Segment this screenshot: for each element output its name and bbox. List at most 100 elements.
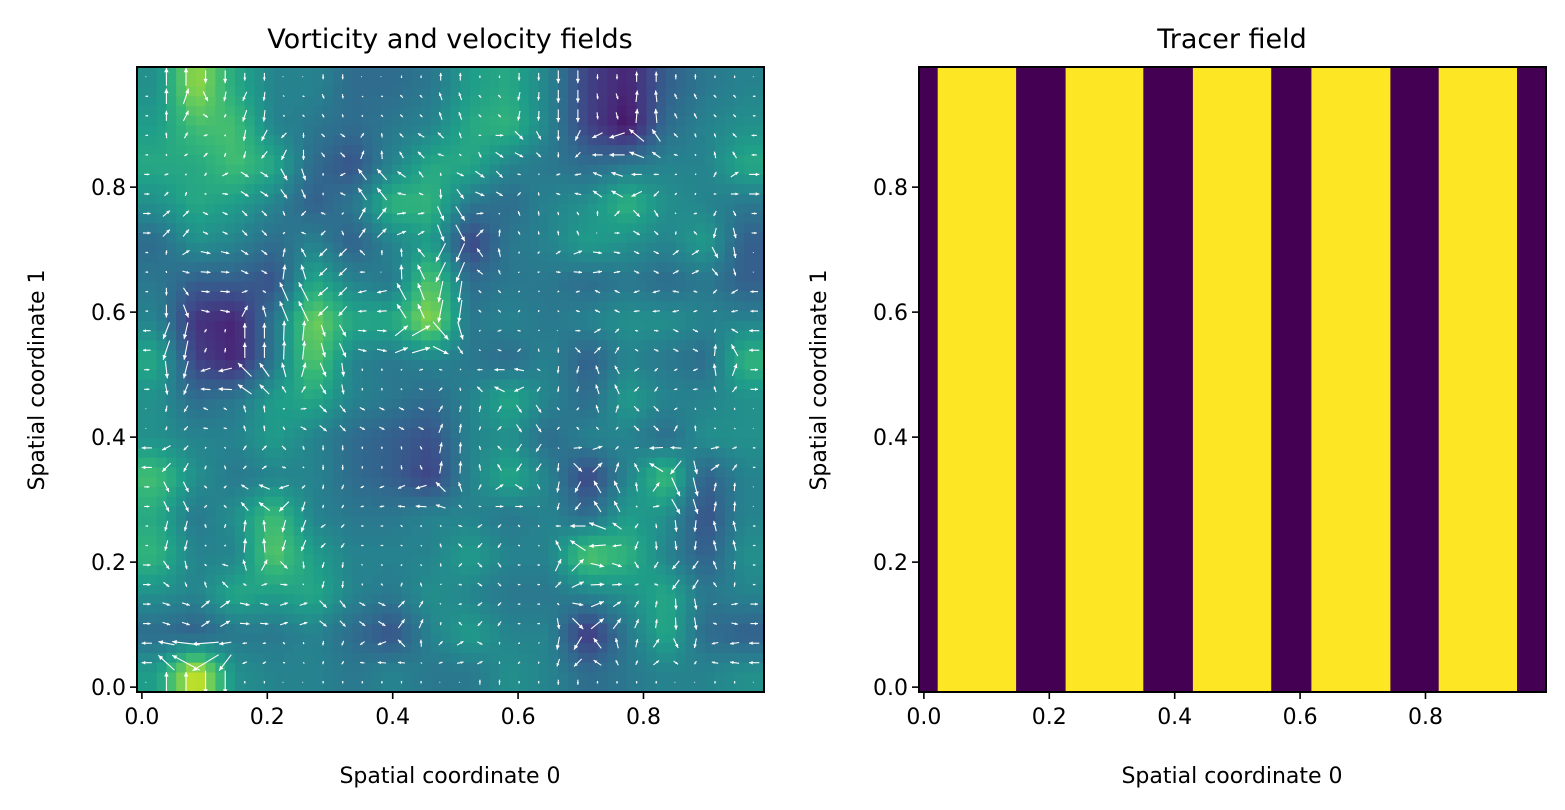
vorticity-cell [450,604,461,615]
vorticity-cell [254,408,265,420]
quiver-arrow [145,95,149,98]
vorticity-cell [342,516,354,527]
vorticity-cell [303,67,314,78]
quiver-arrow [242,583,247,586]
vorticity-cell [313,525,324,537]
vorticity-cell [254,193,265,205]
vorticity-cell [156,496,167,508]
vorticity-cell [332,389,344,400]
vorticity-cell [656,301,667,312]
vorticity-cell [215,604,226,615]
vorticity-cell [411,174,422,185]
quiver-arrow [517,583,521,586]
vorticity-cell [479,389,491,400]
vorticity-cell [381,408,393,420]
vorticity-cell [489,389,501,400]
vorticity-cell [744,96,755,107]
vorticity-cell [234,145,246,156]
quiver-arrow [459,405,462,413]
quiver-arrow [514,130,524,140]
vorticity-cell [283,223,295,234]
vorticity-cell [391,545,403,556]
quiver-arrow [182,304,190,318]
vorticity-cell [607,496,618,508]
vorticity-cell [666,623,677,635]
vorticity-cell [195,447,207,459]
vorticity-cell [411,555,422,566]
vorticity-cell [225,242,236,254]
vorticity-cell [548,555,559,566]
vorticity-cell [430,447,442,459]
vorticity-cell [558,662,569,674]
quiver-arrow [322,504,325,509]
vorticity-cell [283,643,295,654]
vorticity-cell [205,486,216,498]
vorticity-cell [137,662,148,674]
vorticity-cell [695,584,706,595]
vorticity-cell [440,369,452,381]
vorticity-cell [656,447,667,459]
vorticity-cell [372,467,383,478]
vorticity-cell [215,203,226,215]
vorticity-cell [274,418,285,429]
quiver-arrow [183,445,189,451]
vorticity-cell [597,565,608,576]
vorticity-cell [646,565,657,576]
vorticity-cell [313,223,324,234]
vorticity-cell [509,76,520,88]
quiver-arrow [319,404,328,413]
quiver-arrow [710,464,720,471]
vorticity-cell [137,399,148,410]
quiver-arrow [516,443,523,453]
vorticity-cell [146,555,158,566]
vorticity-cell [381,184,393,195]
vorticity-cell [626,262,638,273]
quiver-arrow [458,153,462,157]
vorticity-cell [577,418,589,429]
vorticity-cell [352,438,363,449]
vorticity-cell [597,467,608,478]
vorticity-cell [754,652,765,664]
vorticity-cell [646,584,657,595]
quiver-arrow [440,583,442,586]
vorticity-cell [166,106,177,117]
quiver-arrow [317,286,329,297]
vorticity-cell [303,496,314,508]
vorticity-cell [362,86,373,97]
vorticity-cell [421,506,432,517]
vorticity-cell [499,506,510,517]
vorticity-cell [332,379,344,390]
vorticity-cell [460,203,471,215]
vorticity-cell [617,242,628,254]
vorticity-cell [401,252,412,263]
quiver-arrow [514,367,525,372]
vorticity-cell [724,272,736,283]
vorticity-cell [146,389,158,400]
vorticity-cell [607,613,618,625]
vorticity-cell [646,320,657,332]
vorticity-cell [607,604,618,615]
vorticity-cell [597,486,608,498]
quiver-arrow [224,347,227,353]
vorticity-cell [313,457,324,468]
vorticity-cell [470,242,481,254]
quiver-arrow [478,329,481,332]
vorticity-cell [666,350,677,361]
vorticity-cell [715,86,726,97]
vorticity-cell [715,154,726,166]
quiver-arrow [182,249,190,256]
vorticity-cell [715,76,726,88]
vorticity-cell [156,203,167,215]
quiver-arrow [261,465,267,470]
vorticity-cell [244,154,256,166]
quiver-arrow [575,109,580,123]
vorticity-cell [352,477,363,488]
vorticity-cell [587,203,599,215]
quiver-arrow [713,427,717,430]
vorticity-cell [421,457,432,468]
vorticity-cell [156,389,167,400]
vorticity-cell [372,242,383,254]
quiver-arrow [752,544,756,547]
vorticity-cell [479,633,491,644]
quiver-arrow [145,134,149,137]
